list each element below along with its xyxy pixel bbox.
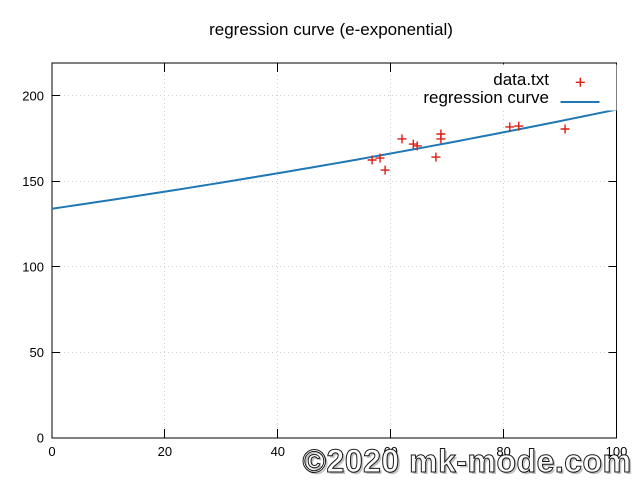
svg-text:200: 200 [22, 88, 44, 103]
svg-text:50: 50 [30, 345, 44, 360]
svg-text:regression curve (e-exponentia: regression curve (e-exponential) [209, 20, 453, 39]
svg-text:100: 100 [22, 259, 44, 274]
svg-text:data.txt: data.txt [493, 70, 549, 89]
svg-text:0: 0 [48, 444, 55, 459]
svg-text:150: 150 [22, 174, 44, 189]
svg-text:©2020 mk-mode.com: ©2020 mk-mode.com [302, 443, 631, 479]
svg-text:0: 0 [37, 431, 44, 446]
svg-text:regression curve: regression curve [423, 88, 549, 107]
svg-text:20: 20 [158, 444, 172, 459]
svg-text:40: 40 [271, 444, 285, 459]
